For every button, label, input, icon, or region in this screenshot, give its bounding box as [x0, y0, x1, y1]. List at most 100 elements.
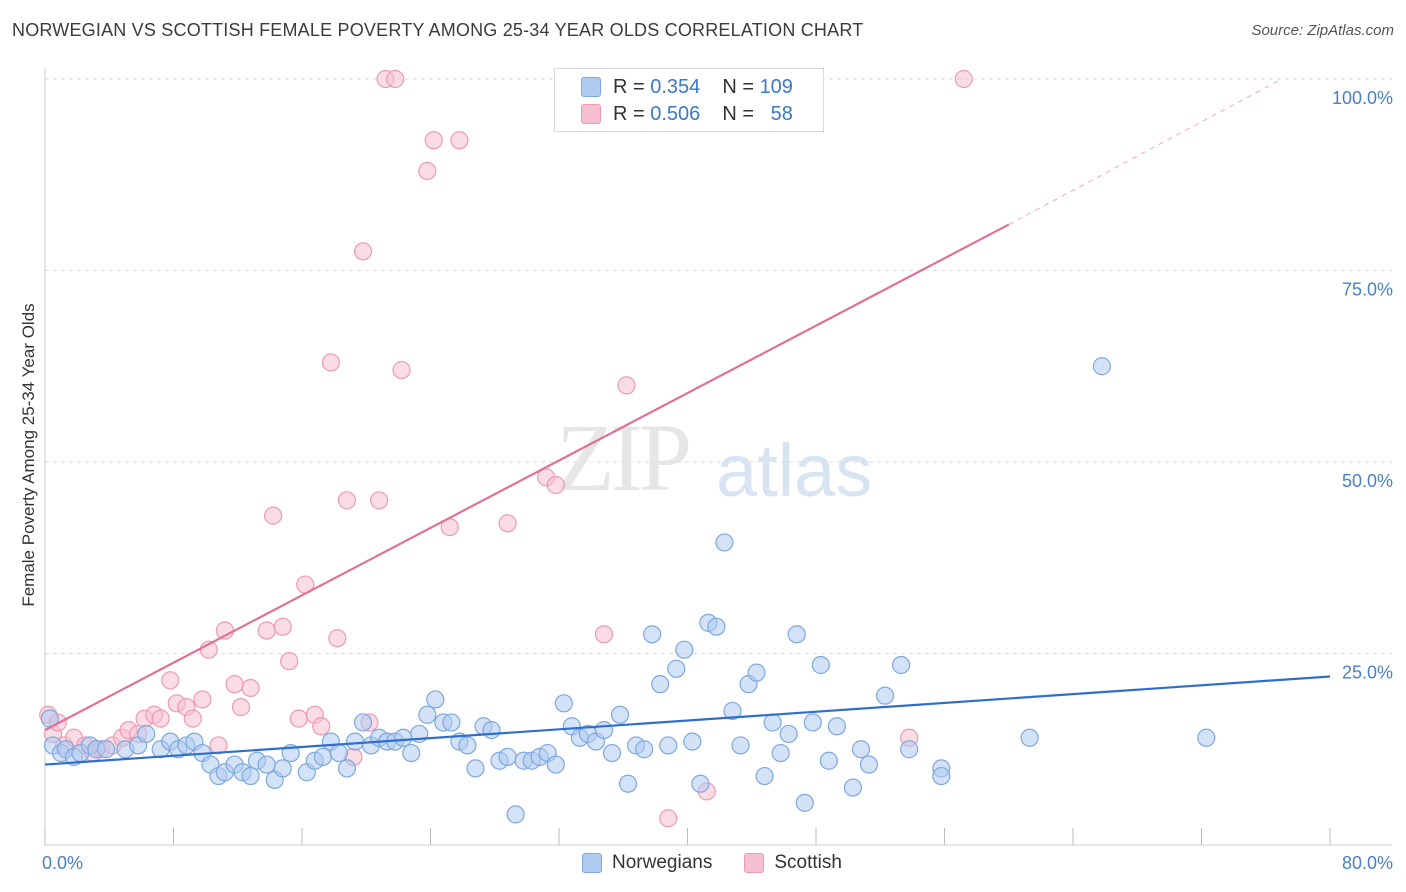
norwegian-trend-line — [44, 675, 1331, 766]
norwegian-point — [466, 759, 485, 778]
scottish-point — [418, 161, 437, 181]
norwegian-point — [498, 747, 517, 767]
norwegian-point — [747, 663, 766, 682]
legend-n-value: 109 — [759, 75, 793, 98]
tick-labels: 100.0% 75.0% 50.0% 25.0% 0.0% 80.0% — [42, 88, 1393, 873]
bottom-legend-swatch-pink — [744, 853, 765, 873]
legend-row-scottish: R = 0.506 N = 58 — [555, 100, 793, 128]
norwegian-point — [273, 759, 292, 778]
norwegian-point — [707, 617, 726, 636]
norwegian-point — [353, 713, 373, 732]
y-tick-label: 25.0% — [1342, 663, 1393, 683]
scottish-point — [289, 709, 308, 728]
scottish-point — [659, 809, 678, 828]
norwegian-point — [426, 690, 445, 709]
axes — [44, 68, 1392, 846]
x-tick-label: 80.0% — [1342, 853, 1393, 873]
y-tick-label: 100.0% — [1332, 88, 1393, 108]
trend-lines — [44, 78, 1331, 766]
scottish-point — [263, 506, 283, 525]
norwegian-point — [859, 755, 879, 774]
scottish-point — [594, 625, 614, 644]
norwegian-point — [643, 625, 662, 644]
norwegian-point — [811, 655, 830, 675]
scottish-point — [392, 360, 411, 380]
norwegian-point — [442, 713, 461, 732]
norwegian-point — [691, 774, 710, 793]
norwegian-point — [482, 720, 501, 740]
norwegian-point — [651, 675, 670, 694]
grid-lines — [45, 78, 1392, 654]
scottish-points — [39, 69, 973, 828]
norwegian-point — [900, 740, 919, 759]
legend-swatch-blue — [581, 77, 601, 97]
legend-r-value: 0.506 — [650, 102, 701, 125]
scottish-point — [498, 514, 517, 533]
scottish-point — [151, 709, 170, 728]
scottish-point — [321, 353, 341, 372]
norwegian-point — [394, 728, 413, 747]
norwegian-point — [731, 736, 750, 755]
bottom-legend-scottish[interactable]: Scottish — [744, 852, 842, 874]
scottish-point — [546, 475, 565, 495]
norwegian-point — [779, 724, 798, 744]
scottish-point — [183, 709, 202, 728]
norwegian-point — [875, 686, 895, 705]
bottom-legend-norwegians[interactable]: Norwegians — [582, 852, 712, 874]
scottish-point — [193, 690, 212, 709]
norwegian-point — [610, 705, 630, 724]
scottish-point — [231, 698, 251, 717]
norwegian-point — [1020, 728, 1039, 747]
norwegian-point — [458, 736, 477, 755]
chart-title: NORWEGIAN VS SCOTTISH FEMALE POVERTY AMO… — [12, 20, 864, 40]
norwegian-point — [554, 694, 573, 713]
norwegian-point — [345, 732, 365, 751]
scottish-point — [312, 717, 331, 736]
norwegian-point — [755, 766, 774, 786]
norwegian-point — [787, 625, 806, 644]
legend-n-label: N = — [722, 102, 754, 125]
scottish-point — [424, 131, 443, 150]
norwegian-point — [851, 740, 871, 759]
norwegian-point — [137, 724, 156, 744]
y-tick-label: 50.0% — [1342, 471, 1393, 491]
norwegian-point — [313, 747, 332, 767]
norwegian-point — [402, 743, 421, 763]
norwegian-point — [723, 701, 742, 721]
legend-r-label: R = — [613, 75, 645, 98]
bottom-legend-swatch-blue — [582, 853, 602, 873]
scottish-point — [353, 242, 373, 261]
scottish-point — [257, 621, 276, 640]
bottom-legend-label: Scottish — [774, 852, 842, 873]
scottish-point — [241, 678, 260, 698]
watermark-zip: ZIP — [556, 404, 692, 511]
scottish-point — [209, 736, 228, 755]
norwegian-point — [667, 659, 686, 678]
scottish-point — [954, 69, 973, 89]
norwegian-point — [803, 713, 822, 732]
scottish-point — [273, 617, 292, 636]
legend: R = 0.354 N = 109 R = 0.506 N = 58 — [554, 68, 824, 132]
legend-row-norwegians: R = 0.354 N = 109 — [555, 73, 793, 101]
norwegian-point — [602, 743, 622, 763]
y-tick-label: 75.0% — [1342, 280, 1393, 300]
norwegian-point — [892, 655, 911, 675]
scottish-point — [450, 131, 469, 150]
scottish-point — [386, 69, 405, 89]
norwegian-point — [546, 755, 565, 774]
norwegian-point — [96, 740, 116, 759]
watermark-atlas: atlas — [716, 429, 873, 512]
norwegian-point — [635, 740, 654, 759]
bottom-legend: Norwegians Scottish — [582, 852, 874, 874]
norwegian-point — [1092, 357, 1112, 376]
x-tick-label: 0.0% — [42, 853, 83, 873]
norwegian-point — [683, 732, 702, 751]
norwegian-point — [715, 533, 734, 552]
legend-n-value: 58 — [770, 102, 793, 125]
norwegian-point — [932, 766, 951, 786]
norwegian-point — [843, 778, 863, 797]
scottish-point — [225, 675, 244, 694]
norwegian-point — [1197, 728, 1216, 747]
norwegian-point — [329, 743, 349, 763]
